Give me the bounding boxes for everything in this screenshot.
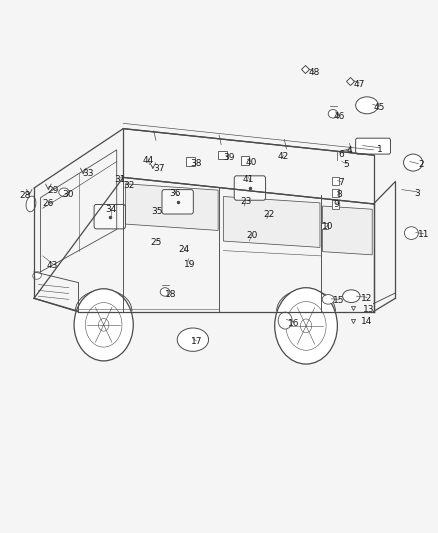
- Text: 47: 47: [353, 79, 365, 88]
- Text: 2: 2: [419, 160, 424, 169]
- Text: 19: 19: [184, 261, 195, 269]
- Text: 5: 5: [344, 160, 350, 169]
- Ellipse shape: [322, 295, 334, 304]
- Text: 39: 39: [223, 153, 235, 162]
- Text: 8: 8: [336, 190, 342, 199]
- Ellipse shape: [177, 328, 208, 351]
- Text: 32: 32: [124, 181, 135, 190]
- Text: 42: 42: [278, 152, 289, 161]
- Text: 45: 45: [374, 103, 385, 112]
- Circle shape: [99, 318, 109, 331]
- Bar: [321, 223, 328, 229]
- Text: 40: 40: [246, 158, 257, 167]
- Bar: [186, 157, 194, 166]
- Bar: [332, 189, 339, 197]
- Ellipse shape: [356, 97, 378, 114]
- Circle shape: [85, 303, 122, 347]
- Text: 17: 17: [191, 337, 202, 346]
- Polygon shape: [125, 184, 218, 230]
- Text: 18: 18: [166, 290, 177, 299]
- Bar: [332, 177, 339, 185]
- Polygon shape: [322, 206, 372, 255]
- Text: 30: 30: [62, 190, 73, 199]
- Text: 20: 20: [246, 231, 258, 240]
- Text: 3: 3: [414, 189, 420, 198]
- Ellipse shape: [33, 272, 42, 279]
- Text: 31: 31: [114, 175, 126, 184]
- Text: 22: 22: [263, 210, 274, 219]
- Ellipse shape: [59, 188, 69, 197]
- Ellipse shape: [328, 110, 338, 118]
- Circle shape: [300, 319, 312, 333]
- Ellipse shape: [403, 154, 423, 171]
- Circle shape: [275, 288, 337, 364]
- Ellipse shape: [160, 288, 170, 296]
- Text: 37: 37: [154, 165, 165, 173]
- Text: 43: 43: [47, 261, 58, 270]
- Text: 15: 15: [333, 296, 345, 305]
- FancyBboxPatch shape: [234, 176, 265, 200]
- Text: 7: 7: [338, 178, 344, 187]
- Text: 38: 38: [191, 159, 202, 168]
- Text: 26: 26: [43, 199, 54, 208]
- Text: 23: 23: [240, 197, 252, 206]
- Text: 41: 41: [243, 175, 254, 184]
- Text: 6: 6: [338, 150, 344, 159]
- Text: 9: 9: [334, 200, 339, 209]
- Circle shape: [278, 312, 292, 329]
- Text: 11: 11: [418, 230, 429, 239]
- Bar: [332, 200, 339, 209]
- Ellipse shape: [26, 196, 36, 212]
- Text: 13: 13: [364, 305, 375, 314]
- Polygon shape: [223, 197, 320, 247]
- Text: 1: 1: [377, 146, 383, 155]
- Ellipse shape: [404, 227, 418, 239]
- Text: 33: 33: [82, 169, 93, 178]
- Text: 25: 25: [151, 238, 162, 247]
- Text: 29: 29: [47, 185, 58, 195]
- Text: 4: 4: [347, 147, 353, 156]
- Text: 14: 14: [361, 317, 373, 326]
- Bar: [241, 156, 250, 165]
- Text: 48: 48: [308, 68, 320, 77]
- Text: 34: 34: [106, 205, 117, 214]
- Text: 35: 35: [152, 207, 163, 216]
- Ellipse shape: [343, 290, 360, 303]
- Circle shape: [286, 302, 326, 350]
- Text: 10: 10: [322, 222, 334, 231]
- Text: 46: 46: [333, 112, 345, 122]
- Text: 44: 44: [143, 156, 154, 165]
- Text: 24: 24: [179, 245, 190, 254]
- Text: 12: 12: [361, 294, 373, 303]
- Text: 28: 28: [20, 191, 31, 200]
- Text: 36: 36: [169, 189, 180, 198]
- FancyBboxPatch shape: [94, 205, 125, 229]
- Bar: [218, 151, 227, 159]
- Circle shape: [74, 289, 133, 361]
- FancyBboxPatch shape: [162, 190, 193, 214]
- FancyBboxPatch shape: [356, 138, 391, 154]
- Text: 16: 16: [288, 319, 300, 328]
